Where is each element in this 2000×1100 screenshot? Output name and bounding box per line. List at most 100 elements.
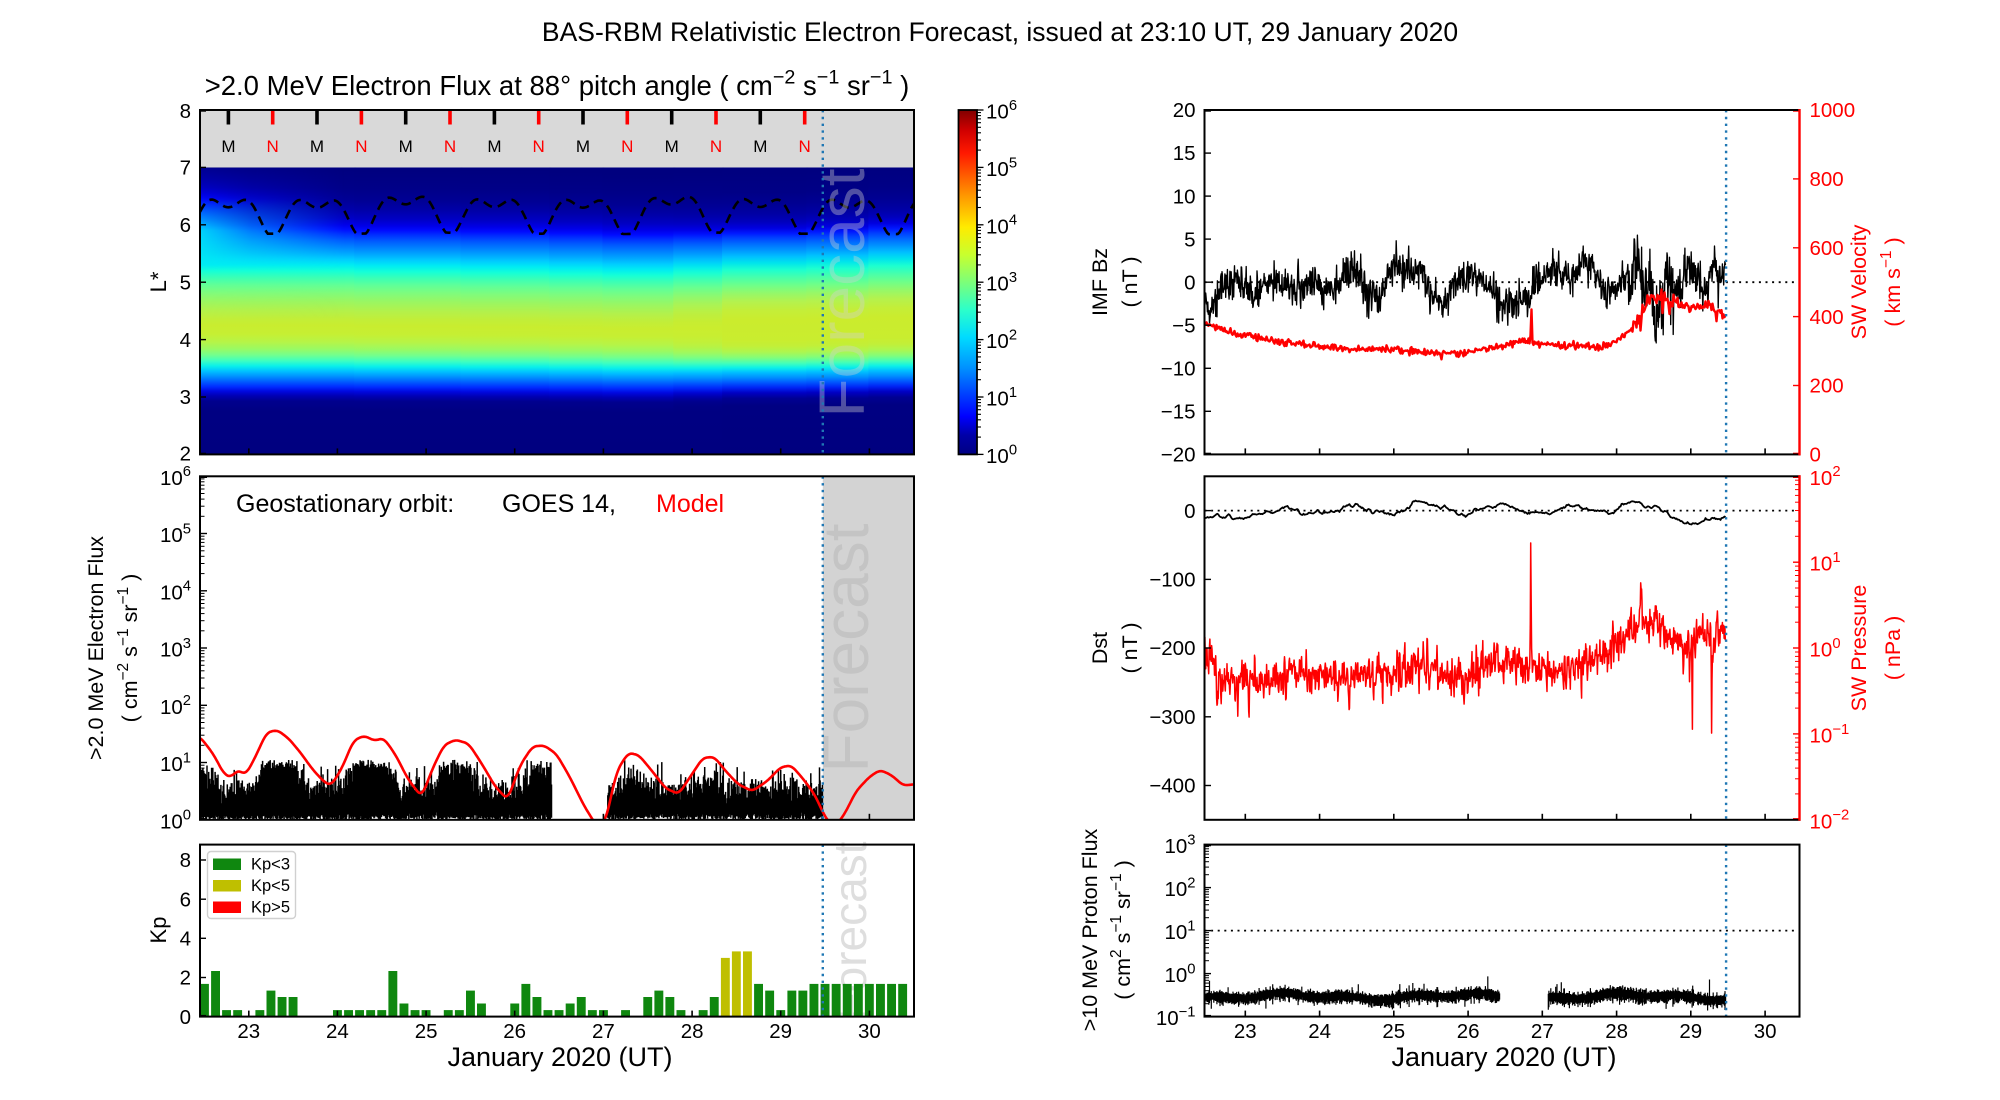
svg-text:101: 101 — [1164, 919, 1195, 945]
svg-text:101: 101 — [160, 750, 191, 776]
svg-text:105: 105 — [160, 521, 191, 547]
svg-text:28: 28 — [1605, 1020, 1628, 1043]
svg-text:1000: 1000 — [1810, 99, 1856, 122]
svg-text:>2.0 MeV Electron Flux at 88°: >2.0 MeV Electron Flux at 88° pitch angl… — [205, 67, 910, 102]
svg-text:102: 102 — [986, 328, 1017, 354]
svg-text:5: 5 — [180, 271, 191, 294]
svg-text:400: 400 — [1810, 306, 1844, 329]
svg-text:GOES 14,: GOES 14, — [502, 490, 616, 518]
svg-text:30: 30 — [1754, 1020, 1777, 1043]
svg-text:M: M — [665, 137, 679, 156]
svg-text:200: 200 — [1810, 375, 1844, 398]
svg-text:N: N — [444, 137, 456, 156]
svg-text:600: 600 — [1810, 237, 1844, 260]
svg-text:0: 0 — [1810, 444, 1821, 467]
svg-text:M: M — [221, 137, 235, 156]
svg-text:N: N — [355, 137, 367, 156]
svg-text:103: 103 — [160, 636, 191, 662]
svg-text:3: 3 — [180, 386, 191, 409]
svg-text:Forecast: Forecast — [810, 523, 882, 772]
svg-text:23: 23 — [1234, 1020, 1257, 1043]
svg-text:−15: −15 — [1161, 401, 1196, 424]
svg-text:10−1: 10−1 — [1810, 722, 1850, 748]
svg-text:100: 100 — [160, 808, 191, 834]
svg-text:N: N — [710, 137, 722, 156]
svg-text:Kp: Kp — [146, 917, 171, 944]
svg-text:Kp<5: Kp<5 — [251, 877, 290, 895]
svg-text:102: 102 — [1164, 876, 1195, 902]
svg-text:5: 5 — [1184, 228, 1195, 251]
svg-text:( nT ): ( nT ) — [1118, 623, 1142, 674]
svg-text:101: 101 — [986, 385, 1017, 411]
svg-text:27: 27 — [1531, 1020, 1554, 1043]
svg-text:26: 26 — [1457, 1020, 1480, 1043]
svg-text:4: 4 — [180, 329, 191, 352]
svg-text:N: N — [799, 137, 811, 156]
svg-text:( nPa ): ( nPa ) — [1881, 616, 1905, 681]
svg-text:7: 7 — [180, 157, 191, 180]
svg-text:26: 26 — [503, 1020, 526, 1043]
svg-text:2: 2 — [180, 967, 191, 990]
svg-text:10−2: 10−2 — [1810, 808, 1850, 834]
svg-text:Forecast: Forecast — [806, 168, 878, 417]
svg-text:−5: −5 — [1172, 314, 1195, 337]
svg-text:SW Velocity: SW Velocity — [1847, 224, 1871, 339]
svg-text:IMF Bz: IMF Bz — [1088, 248, 1112, 316]
svg-text:100: 100 — [1810, 636, 1841, 662]
svg-text:( cm2 s−1 sr−1 ): ( cm2 s−1 sr−1 ) — [1108, 860, 1135, 1000]
svg-text:8: 8 — [180, 100, 191, 123]
svg-text:105: 105 — [986, 155, 1017, 181]
svg-text:>2.0 MeV Electron Flux: >2.0 MeV Electron Flux — [84, 536, 108, 760]
svg-text:BAS-RBM Relativistic Electron: BAS-RBM Relativistic Electron Forecast, … — [542, 17, 1458, 47]
svg-text:23: 23 — [237, 1020, 260, 1043]
svg-text:25: 25 — [415, 1020, 438, 1043]
svg-text:28: 28 — [681, 1020, 704, 1043]
svg-text:100: 100 — [1164, 962, 1195, 988]
svg-text:800: 800 — [1810, 168, 1844, 191]
svg-text:−10: −10 — [1161, 358, 1196, 381]
svg-text:15: 15 — [1173, 142, 1196, 165]
svg-text:6: 6 — [180, 214, 191, 237]
svg-text:103: 103 — [986, 270, 1017, 296]
svg-text:Geostationary orbit:: Geostationary orbit: — [236, 490, 454, 518]
svg-text:M: M — [576, 137, 590, 156]
svg-text:6: 6 — [180, 888, 191, 911]
svg-text:M: M — [487, 137, 501, 156]
svg-text:24: 24 — [326, 1020, 349, 1043]
svg-text:L*: L* — [146, 271, 171, 292]
svg-text:0: 0 — [1184, 271, 1195, 294]
svg-text:10−1: 10−1 — [1156, 1005, 1196, 1031]
svg-text:January 2020 (UT): January 2020 (UT) — [447, 1042, 672, 1072]
svg-text:Dst: Dst — [1088, 632, 1112, 664]
svg-text:M: M — [399, 137, 413, 156]
svg-text:102: 102 — [1810, 464, 1841, 490]
svg-text:10: 10 — [1173, 185, 1196, 208]
svg-text:N: N — [267, 137, 279, 156]
svg-text:102: 102 — [160, 693, 191, 719]
svg-text:30: 30 — [858, 1020, 881, 1043]
svg-text:>10 MeV Proton Flux: >10 MeV Proton Flux — [1078, 828, 1102, 1031]
svg-text:25: 25 — [1382, 1020, 1405, 1043]
svg-text:106: 106 — [986, 98, 1017, 124]
svg-text:−400: −400 — [1149, 775, 1195, 798]
svg-text:Model: Model — [656, 490, 724, 518]
svg-text:N: N — [621, 137, 633, 156]
svg-text:( cm−2 s−1 sr−1 ): ( cm−2 s−1 sr−1 ) — [115, 574, 142, 723]
svg-text:( nT ): ( nT ) — [1118, 257, 1142, 308]
svg-text:−200: −200 — [1149, 637, 1195, 660]
svg-text:−20: −20 — [1161, 444, 1196, 467]
svg-text:−300: −300 — [1149, 706, 1195, 729]
svg-text:27: 27 — [592, 1020, 615, 1043]
svg-text:M: M — [753, 137, 767, 156]
svg-text:Kp>5: Kp>5 — [251, 898, 290, 916]
svg-text:104: 104 — [160, 579, 191, 605]
svg-text:( km s−1 ): ( km s−1 ) — [1878, 237, 1905, 326]
svg-text:0: 0 — [180, 1006, 191, 1029]
svg-text:101: 101 — [1810, 550, 1841, 576]
svg-text:January 2020 (UT): January 2020 (UT) — [1391, 1042, 1616, 1072]
svg-text:4: 4 — [180, 928, 191, 951]
svg-text:8: 8 — [180, 849, 191, 872]
svg-text:104: 104 — [986, 213, 1017, 239]
svg-text:SW Pressure: SW Pressure — [1847, 585, 1871, 712]
svg-text:20: 20 — [1173, 99, 1196, 122]
